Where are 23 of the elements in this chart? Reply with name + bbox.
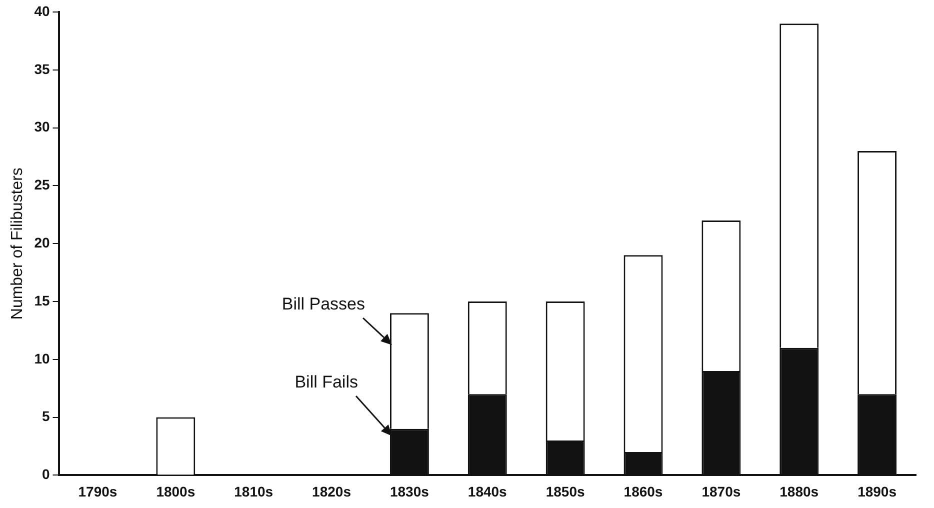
x-tick-label: 1800s [156,483,196,500]
annotation: Bill Fails [294,372,358,392]
y-tick-label: 30 [34,118,50,135]
x-tick-label: 1790s [78,483,118,500]
annotation: Bill Passes [282,294,365,314]
y-tick-label: 20 [34,234,50,250]
x-tick-label: 1890s [858,483,897,500]
y-tick-label: 40 [34,2,50,19]
y-tick-label: 5 [42,408,50,424]
x-tick-label: 1840s [468,483,508,500]
x-tick-label: 1810s [234,483,274,500]
y-tick-label: 0 [42,466,50,482]
x-tick-label: 1860s [624,483,663,500]
y-tick-label: 35 [34,60,50,77]
x-tick-label: 1830s [390,483,430,500]
x-tick-label: 1820s [312,483,352,500]
y-tick-label: 25 [34,176,50,193]
x-tick-label: 1850s [546,483,585,500]
x-tick-label: 1880s [780,483,819,500]
y-tick-label: 10 [34,350,50,366]
x-tick-label: 1870s [702,483,741,500]
y-tick-label: 15 [34,292,50,308]
y-axis-title: Number of Filibusters [9,168,26,320]
